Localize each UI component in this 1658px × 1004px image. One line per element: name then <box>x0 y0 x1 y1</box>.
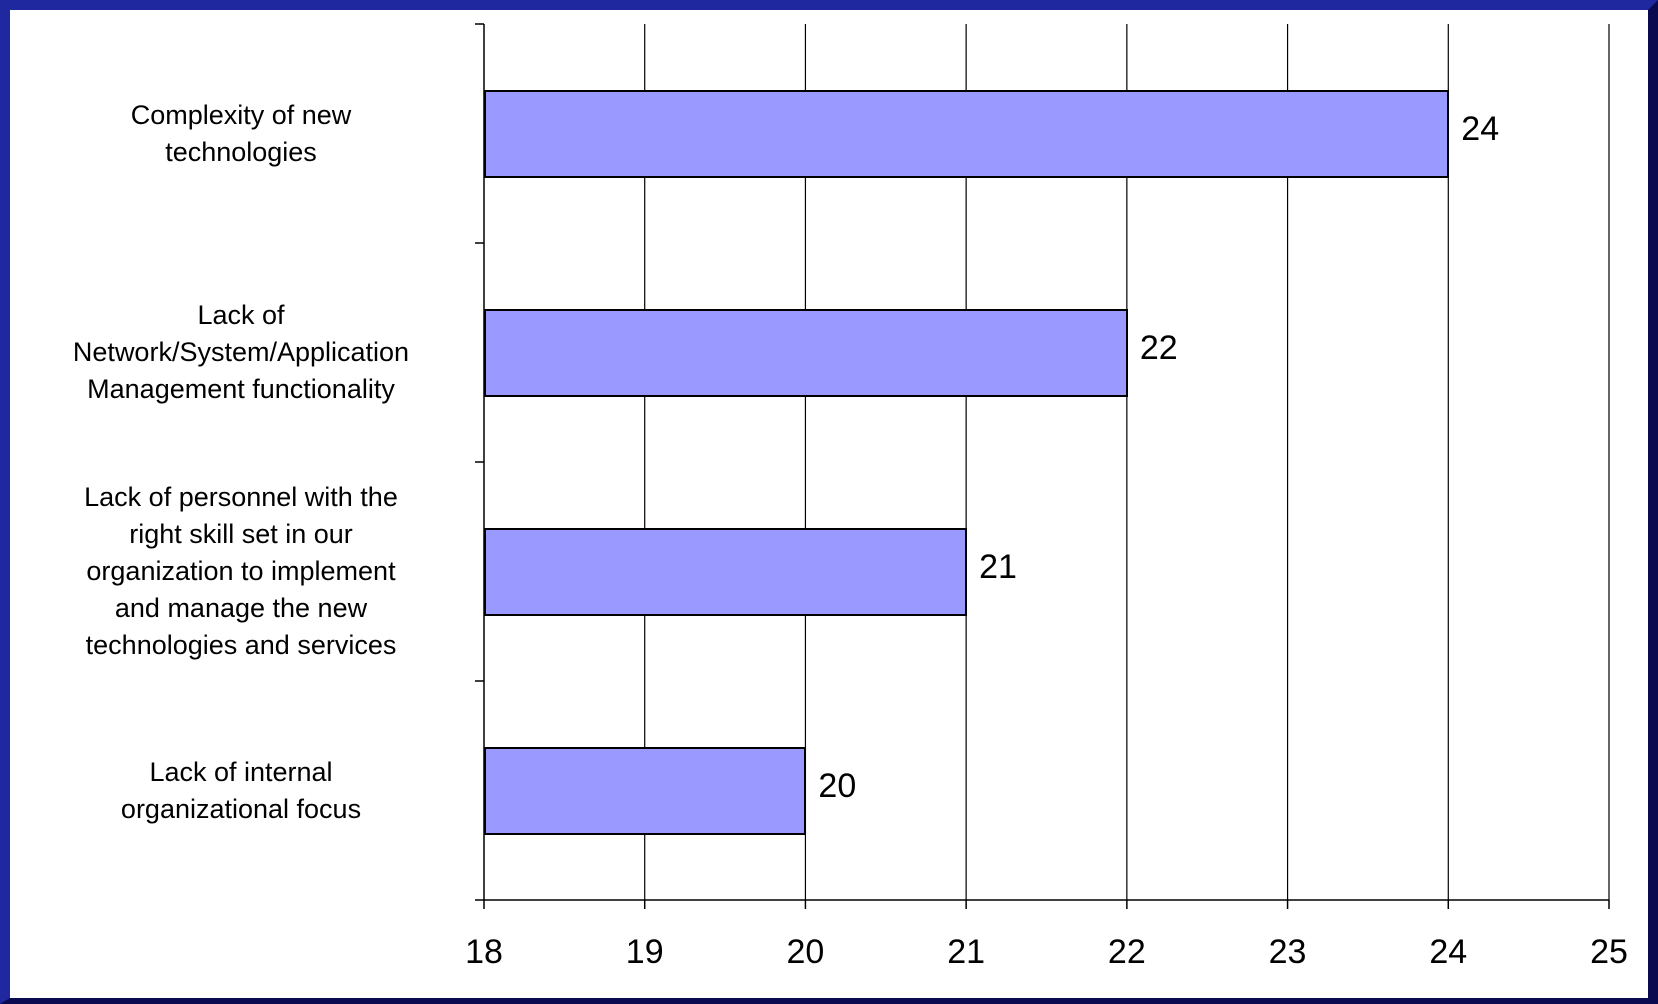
x-tick-label: 25 <box>1590 933 1628 971</box>
x-tick-label: 18 <box>465 933 503 971</box>
data-label: 21 <box>979 547 1017 586</box>
category-label: Lack of personnel with the right skill s… <box>84 482 398 660</box>
category-label: Lack of internal organizational focus <box>120 756 362 824</box>
x-tick-label: 22 <box>1107 933 1146 971</box>
x-tick-label: 23 <box>1268 933 1307 971</box>
x-tick-label: 19 <box>625 933 664 971</box>
x-tick-label: 24 <box>1429 933 1468 971</box>
category-label: Lack of Network/System/Application Manag… <box>72 300 410 404</box>
bar <box>484 527 968 616</box>
category-label: Complexity of new technologies <box>130 99 352 167</box>
bar <box>484 308 1128 397</box>
x-tick-label: 21 <box>947 933 986 971</box>
data-label: 22 <box>1139 328 1178 367</box>
x-tick-label: 20 <box>786 933 825 971</box>
bar <box>484 89 1450 178</box>
bar <box>484 746 807 835</box>
data-label: 24 <box>1461 109 1500 148</box>
data-label: 20 <box>818 766 857 805</box>
